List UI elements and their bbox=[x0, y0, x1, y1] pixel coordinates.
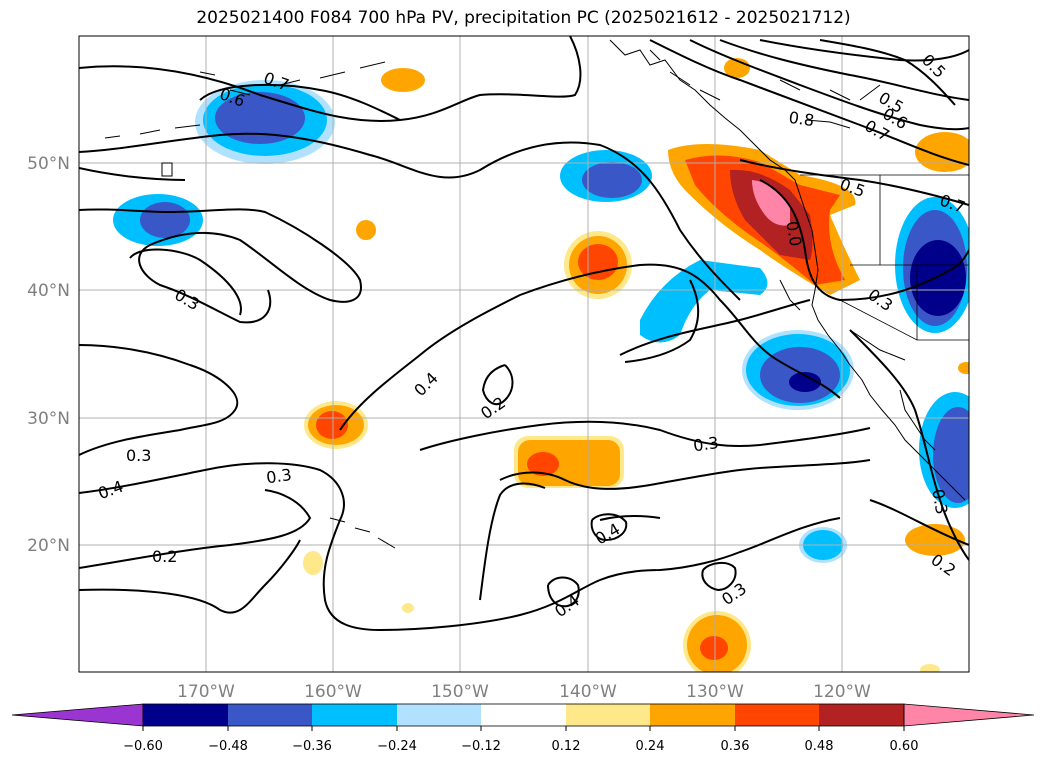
colorbar-ticks bbox=[142, 726, 905, 731]
precip-pos-area bbox=[303, 551, 323, 575]
lon-label-160w: 160°W bbox=[304, 682, 362, 702]
precip-neg-area bbox=[640, 260, 768, 343]
lat-label-50n: 50°N bbox=[27, 154, 70, 174]
colorbar-tick-label: −0.24 bbox=[377, 739, 417, 754]
precip-pos-area bbox=[381, 68, 425, 92]
contour-label: 0.8 bbox=[788, 108, 816, 130]
figure-title: 2025021400 F084 700 hPa PV, precipitatio… bbox=[196, 8, 851, 28]
colorbar-extend-low bbox=[11, 703, 144, 727]
colorbar-tick-label: 0.24 bbox=[636, 739, 665, 754]
longitude-labels: 170°W 160°W 150°W 140°W 130°W 120°W bbox=[177, 682, 871, 702]
coastlines bbox=[104, 39, 966, 549]
colorbar-frame bbox=[142, 703, 905, 727]
contour-label: 0.0 bbox=[782, 220, 805, 248]
contour-label: 0.4 bbox=[410, 368, 441, 399]
precip-neg-area bbox=[789, 372, 821, 392]
precip-pos-area bbox=[527, 452, 559, 476]
colorbar-tick-label: −0.36 bbox=[292, 739, 332, 754]
contour-label: 0.4 bbox=[95, 477, 125, 504]
colorbar-tick-label: 0.48 bbox=[805, 739, 834, 754]
contour-label: 0.5 bbox=[918, 50, 949, 81]
precip-pos-area bbox=[915, 132, 969, 172]
colorbar-segment bbox=[650, 704, 735, 726]
lon-label-120w: 120°W bbox=[813, 682, 871, 702]
colorbar-extend-high bbox=[903, 703, 1035, 727]
contour-label: 0.3 bbox=[126, 446, 151, 465]
contour-label: 0.3 bbox=[265, 465, 293, 487]
precip-shading bbox=[113, 58, 969, 672]
colorbar-tick-label: 0.60 bbox=[890, 739, 919, 754]
contour-label: 0.3 bbox=[171, 285, 203, 314]
pv-contours bbox=[79, 36, 969, 632]
precip-pos-area bbox=[700, 636, 728, 660]
colorbar-segment bbox=[481, 704, 566, 726]
colorbar-tick-label: −0.48 bbox=[208, 739, 248, 754]
colorbar-tick-label: −0.60 bbox=[123, 739, 163, 754]
lat-label-30n: 30°N bbox=[27, 409, 70, 429]
precip-pos-area bbox=[752, 180, 790, 226]
precip-neg-area bbox=[933, 407, 969, 503]
lon-label-130w: 130°W bbox=[686, 682, 744, 702]
precip-neg-area bbox=[215, 92, 305, 144]
lon-label-170w: 170°W bbox=[177, 682, 235, 702]
contour-label: 0.3 bbox=[928, 488, 951, 516]
colorbar-segment bbox=[735, 704, 819, 726]
precip-neg-area bbox=[910, 240, 966, 316]
contour-label: 0.2 bbox=[152, 547, 177, 566]
lat-label-20n: 20°N bbox=[27, 536, 70, 556]
colorbar-tick-label: 0.36 bbox=[721, 739, 750, 754]
colorbar-segment bbox=[819, 704, 904, 726]
contour-label: 0.3 bbox=[718, 579, 750, 609]
colorbar-segment bbox=[566, 704, 650, 726]
lat-label-40n: 40°N bbox=[27, 281, 70, 301]
contour-label: 0.3 bbox=[692, 433, 720, 455]
colorbar-segment bbox=[312, 704, 397, 726]
colorbar: −0.60 −0.48 −0.36 −0.24 −0.12 0.12 0.24 … bbox=[11, 703, 1035, 754]
latitude-labels: 50°N 40°N 30°N 20°N bbox=[27, 154, 70, 556]
contour-label: 0.4 bbox=[592, 519, 624, 548]
precip-neg-area bbox=[140, 202, 190, 238]
colorbar-segment bbox=[143, 704, 228, 726]
map-frame bbox=[78, 35, 970, 673]
precip-pos-area bbox=[402, 603, 414, 613]
lon-label-140w: 140°W bbox=[559, 682, 617, 702]
precip-pos-area bbox=[356, 220, 376, 240]
colorbar-tick-label: −0.12 bbox=[461, 739, 501, 754]
precip-neg-area bbox=[582, 162, 642, 198]
precip-pos-area bbox=[920, 664, 940, 672]
colorbar-tick-label: 0.12 bbox=[552, 739, 581, 754]
precip-pos-area bbox=[905, 524, 965, 556]
precip-pos-area bbox=[958, 362, 969, 374]
colorbar-segment bbox=[228, 704, 312, 726]
lon-label-150w: 150°W bbox=[431, 682, 489, 702]
colorbar-segment bbox=[397, 704, 481, 726]
